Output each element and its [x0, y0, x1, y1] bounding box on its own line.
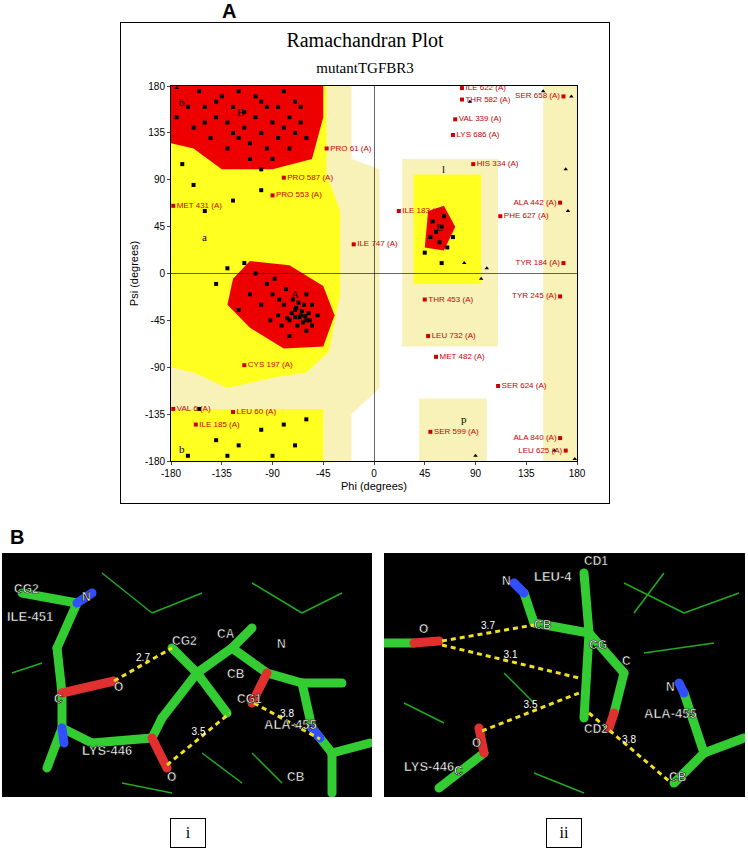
svg-text:3.5: 3.5: [524, 699, 538, 710]
html-text:ii: ii: [559, 824, 569, 841]
svg-text:CG2: CG2: [172, 634, 197, 648]
svg-text:0: 0: [371, 468, 377, 479]
svg-text:C: C: [622, 654, 631, 668]
svg-text:SER 658 (A): SER 658 (A): [515, 91, 560, 100]
svg-text:0: 0: [159, 268, 165, 279]
svg-text:O: O: [472, 736, 481, 750]
svg-text:-135: -135: [145, 409, 165, 420]
svg-text:135: 135: [148, 127, 165, 138]
svg-text:PRO 61 (A): PRO 61 (A): [330, 144, 372, 153]
svg-text:ILE 185 (A): ILE 185 (A): [199, 420, 240, 429]
svg-text:VAL 339 (A): VAL 339 (A): [459, 114, 502, 123]
html-text:B: B: [10, 526, 25, 548]
svg-text:O: O: [114, 680, 123, 694]
svg-text:3.7: 3.7: [481, 620, 495, 631]
svg-text:B: B: [237, 106, 244, 118]
svg-text:THR 582 (A): THR 582 (A): [465, 95, 510, 104]
svg-text:ALA 442 (A): ALA 442 (A): [513, 198, 556, 207]
svg-text:LEU-4: LEU-4: [534, 569, 572, 584]
svg-text:3.5: 3.5: [192, 726, 206, 737]
svg-text:p: p: [461, 413, 467, 425]
svg-text:ALA-455: ALA-455: [644, 706, 697, 721]
svg-text:MET 482 (A): MET 482 (A): [440, 352, 486, 361]
svg-text:MET 431 (A): MET 431 (A): [177, 201, 223, 210]
svg-text:O: O: [167, 770, 176, 784]
svg-text:C: C: [454, 764, 463, 778]
svg-text:3.8: 3.8: [280, 708, 294, 719]
svg-text:CG: CG: [589, 638, 607, 652]
svg-text:LYS-446: LYS-446: [82, 743, 132, 758]
svg-text:VAL 6 (A): VAL 6 (A): [177, 404, 211, 413]
svg-text:N: N: [502, 574, 511, 588]
svg-text:LYS-446: LYS-446: [404, 759, 454, 774]
svg-text:180: 180: [569, 468, 586, 479]
svg-text:N: N: [82, 590, 91, 604]
svg-text:C: C: [54, 692, 63, 706]
svg-text:ALA-455: ALA-455: [264, 717, 317, 732]
svg-text:45: 45: [154, 221, 166, 232]
svg-text:l: l: [442, 163, 445, 175]
svg-text:-45: -45: [151, 315, 166, 326]
svg-text:-90: -90: [151, 362, 166, 373]
svg-text:THR 453 (A): THR 453 (A): [428, 295, 473, 304]
svg-text:ALA 840 (A): ALA 840 (A): [513, 433, 556, 442]
svg-text:45: 45: [419, 468, 431, 479]
svg-text:CG1: CG1: [237, 692, 262, 706]
svg-text:CD1: CD1: [584, 554, 608, 568]
svg-text:-180: -180: [161, 468, 181, 479]
svg-text:LEU 60 (A): LEU 60 (A): [237, 407, 277, 416]
svg-text:3.8: 3.8: [622, 734, 636, 745]
svg-text:CYS 197 (A): CYS 197 (A): [248, 360, 293, 369]
svg-text:3.1: 3.1: [504, 649, 518, 660]
svg-text:LEU 732 (A): LEU 732 (A): [432, 331, 476, 340]
html-text:A: A: [222, 0, 237, 22]
svg-text:L: L: [436, 221, 443, 233]
svg-text:PRO 553 (A): PRO 553 (A): [276, 190, 322, 199]
svg-text:O: O: [419, 622, 428, 636]
svg-text:-180: -180: [145, 456, 165, 467]
svg-text:PHE 627 (A): PHE 627 (A): [504, 211, 549, 220]
svg-text:180: 180: [148, 81, 165, 92]
svg-text:-135: -135: [212, 468, 232, 479]
svg-text:TYR 245 (A): TYR 245 (A): [512, 291, 557, 300]
svg-text:CG2: CG2: [14, 582, 39, 596]
svg-text:Phi (degrees): Phi (degrees): [341, 480, 407, 492]
svg-text:Psi (degrees): Psi (degrees): [128, 241, 140, 306]
svg-text:ILE 747 (A): ILE 747 (A): [357, 239, 398, 248]
svg-text:-45: -45: [316, 468, 331, 479]
svg-text:A: A: [291, 288, 299, 300]
svg-text:PRO 587 (A): PRO 587 (A): [287, 173, 333, 182]
svg-text:CB: CB: [227, 667, 245, 681]
svg-text:90: 90: [154, 174, 166, 185]
svg-text:2.7: 2.7: [136, 652, 150, 663]
svg-text:CB: CB: [287, 770, 305, 784]
svg-text:90: 90: [470, 468, 482, 479]
svg-text:N: N: [277, 637, 286, 651]
svg-text:CB: CB: [669, 770, 687, 784]
svg-text:LYS 686 (A): LYS 686 (A): [456, 130, 499, 139]
svg-text:b: b: [179, 443, 185, 455]
svg-text:CD2: CD2: [584, 722, 608, 736]
svg-text:CB: CB: [534, 618, 552, 632]
svg-text:LEU 625 (A): LEU 625 (A): [518, 446, 562, 455]
svg-text:HIS 334 (A): HIS 334 (A): [477, 159, 519, 168]
svg-text:a: a: [202, 231, 207, 243]
svg-text:SER 599 (A): SER 599 (A): [434, 427, 479, 436]
svg-text:CA: CA: [217, 627, 235, 641]
svg-text:Ramachandran PlotmutantTGFBR3: Ramachandran PlotmutantTGFBR3: [286, 29, 444, 76]
svg-text:N: N: [666, 680, 675, 694]
html-text:i: i: [185, 824, 191, 841]
svg-text:135: 135: [518, 468, 535, 479]
svg-text:TYR 184 (A): TYR 184 (A): [516, 258, 561, 267]
svg-text:SER 624 (A): SER 624 (A): [502, 381, 547, 390]
svg-text:ILE 183 (A): ILE 183 (A): [402, 206, 443, 215]
svg-text:ILE-451: ILE-451: [7, 609, 53, 624]
svg-text:ILE 622 (A): ILE 622 (A): [465, 83, 506, 92]
svg-text:-90: -90: [265, 468, 280, 479]
svg-text:b: b: [179, 96, 185, 108]
